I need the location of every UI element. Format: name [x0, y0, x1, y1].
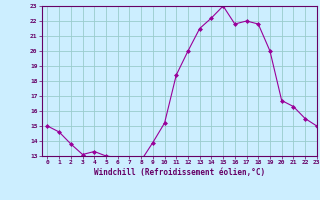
X-axis label: Windchill (Refroidissement éolien,°C): Windchill (Refroidissement éolien,°C) [94, 168, 265, 177]
